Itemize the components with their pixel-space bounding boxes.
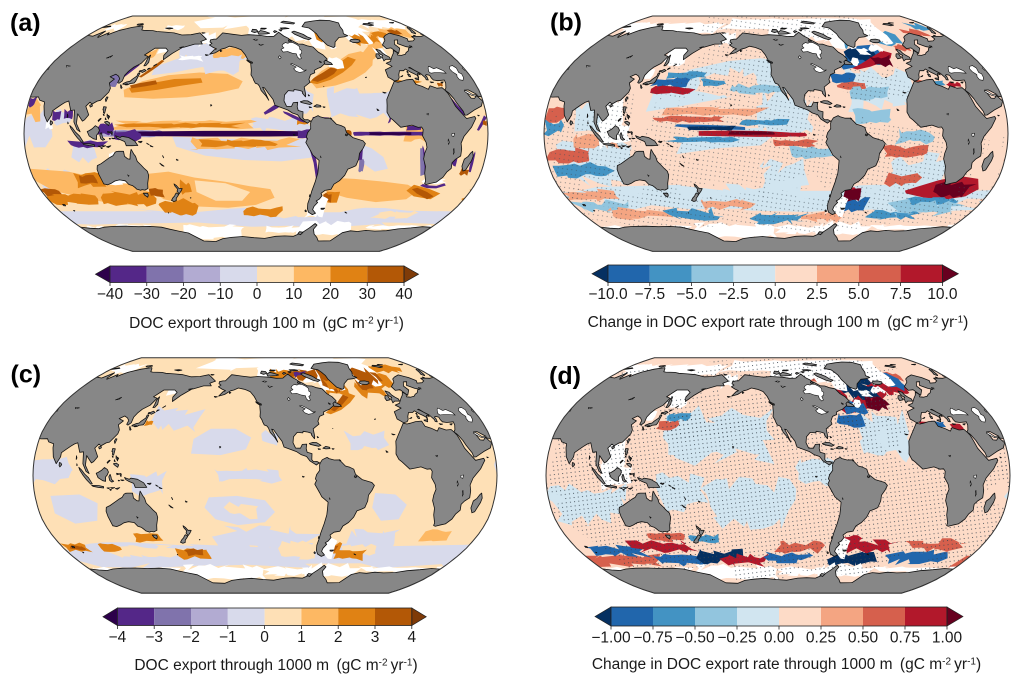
svg-text:5.0: 5.0 xyxy=(848,286,870,303)
svg-text:1: 1 xyxy=(297,629,306,646)
svg-text:10: 10 xyxy=(285,286,303,303)
svg-text:−0.25: −0.25 xyxy=(717,630,756,647)
svg-text:0.0: 0.0 xyxy=(764,286,786,303)
svg-text:0.25: 0.25 xyxy=(806,630,836,647)
svg-text:−3: −3 xyxy=(145,629,163,646)
svg-text:4: 4 xyxy=(407,629,416,646)
svg-text:−5.0: −5.0 xyxy=(676,286,707,303)
svg-text:−1: −1 xyxy=(219,629,237,646)
svg-text:DOC export through 1000 m (gC: DOC export through 1000 m (gC m-2 yr-1) xyxy=(134,657,417,674)
svg-text:40: 40 xyxy=(395,286,413,303)
svg-text:1.00: 1.00 xyxy=(932,630,963,647)
svg-text:−7.5: −7.5 xyxy=(634,286,665,303)
svg-text:−10: −10 xyxy=(207,286,234,303)
svg-text:0.50: 0.50 xyxy=(848,630,879,647)
svg-text:−0.75: −0.75 xyxy=(633,630,672,647)
svg-text:DOC export through 100 m (gC: DOC export through 100 m (gC m-2 yr-1) xyxy=(129,315,404,332)
svg-text:−2: −2 xyxy=(182,629,200,646)
svg-text:−2.5: −2.5 xyxy=(718,286,749,303)
svg-text:0.00: 0.00 xyxy=(764,630,795,647)
svg-text:−4: −4 xyxy=(109,629,127,646)
svg-text:−10.0: −10.0 xyxy=(588,286,628,303)
svg-text:(b): (b) xyxy=(550,9,582,37)
svg-text:30: 30 xyxy=(359,286,377,303)
svg-text:(c): (c) xyxy=(11,361,42,389)
svg-text:10.0: 10.0 xyxy=(927,286,958,303)
svg-text:7.5: 7.5 xyxy=(890,286,912,303)
svg-text:Change in DOC export rate thro: Change in DOC export rate through 1000 m… xyxy=(592,656,981,673)
svg-text:0: 0 xyxy=(260,629,269,646)
svg-text:−40: −40 xyxy=(97,286,124,303)
svg-text:−20: −20 xyxy=(170,286,197,303)
svg-text:0: 0 xyxy=(253,286,262,303)
svg-text:3: 3 xyxy=(371,629,380,646)
svg-text:20: 20 xyxy=(322,286,340,303)
svg-text:2.5: 2.5 xyxy=(806,286,828,303)
svg-text:0.75: 0.75 xyxy=(890,630,920,647)
svg-text:2: 2 xyxy=(334,629,343,646)
svg-text:(a): (a) xyxy=(10,9,41,37)
svg-text:−30: −30 xyxy=(134,286,161,303)
svg-text:−0.50: −0.50 xyxy=(675,630,715,647)
svg-text:Change in DOC export rate thro: Change in DOC export rate through 100 m … xyxy=(588,314,969,331)
svg-text:−1.00: −1.00 xyxy=(591,630,631,647)
svg-text:(d): (d) xyxy=(549,362,581,390)
